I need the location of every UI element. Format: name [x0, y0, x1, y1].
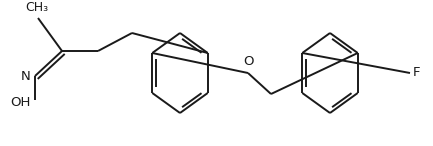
Text: CH₃: CH₃	[26, 1, 48, 14]
Text: O: O	[243, 55, 253, 68]
Text: OH: OH	[11, 95, 31, 108]
Text: N: N	[21, 69, 31, 82]
Text: F: F	[413, 66, 420, 80]
